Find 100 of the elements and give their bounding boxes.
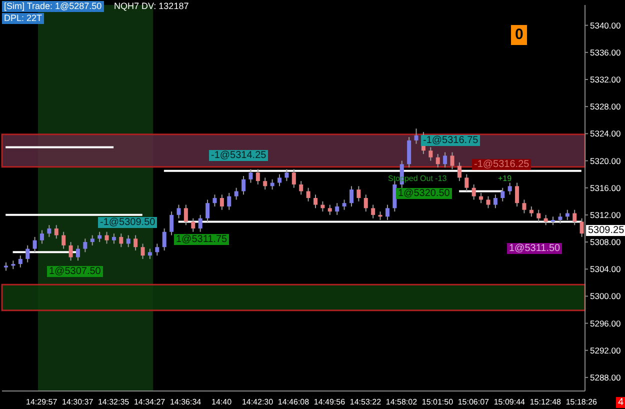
candlestick	[263, 177, 268, 190]
candlestick	[508, 182, 512, 196]
candlestick	[47, 224, 52, 238]
candlestick	[162, 228, 166, 251]
y-tick-label: 5324.00	[590, 128, 621, 139]
x-tick-label: 14:30:37	[62, 398, 94, 407]
candlestick	[580, 218, 584, 238]
candlestick	[515, 182, 520, 207]
candlestick	[256, 168, 260, 185]
y-tick-label: 5308.00	[590, 237, 621, 248]
candlestick	[212, 194, 217, 207]
candlestick	[68, 242, 73, 262]
y-tick-label: 5300.00	[590, 291, 621, 302]
candlestick	[306, 187, 310, 202]
candlestick	[206, 199, 210, 222]
candlestick	[76, 244, 80, 262]
candlestick	[32, 236, 37, 253]
y-tick-label: 5316.00	[590, 182, 621, 193]
candlestick	[385, 204, 390, 221]
x-tick-label: 14:40	[212, 398, 232, 407]
candlestick	[126, 234, 130, 248]
candlestick	[436, 153, 440, 168]
x-tick-label: 15:12:48	[530, 398, 562, 407]
candlestick	[26, 244, 30, 263]
y-tick-label: 5288.00	[590, 372, 621, 382]
x-tick-label: 14:36:34	[170, 398, 202, 407]
x-tick-label: 14:29:57	[26, 398, 58, 407]
annotation: NQH7 DV: 132187	[113, 1, 190, 12]
candlestick	[18, 255, 22, 268]
candlestick	[371, 204, 376, 219]
candlestick	[558, 212, 562, 224]
annotation: -1@5316.25	[472, 159, 532, 170]
candlestick	[62, 231, 66, 250]
candlestick	[191, 218, 196, 232]
candlestick	[457, 162, 462, 182]
candlestick	[83, 238, 88, 253]
y-tick-label: 5296.00	[590, 318, 621, 328]
candlestick	[278, 174, 282, 187]
candlestick	[342, 199, 346, 210]
annotation: +19	[497, 173, 513, 184]
annotation: -1@5316.75	[421, 135, 480, 146]
annotation: -1@5314.25	[209, 150, 268, 161]
candlestick	[572, 209, 577, 226]
candlestick	[170, 211, 174, 236]
candlestick	[472, 184, 476, 200]
candlestick	[335, 202, 340, 216]
candlestick	[428, 146, 433, 162]
candlestick	[98, 231, 102, 243]
y-tick-label: 5304.00	[590, 264, 621, 274]
y-tick-label: 5328.00	[590, 102, 621, 112]
candlestick	[184, 204, 188, 226]
candlestick	[356, 186, 361, 202]
x-tick-label: 15:01:50	[422, 398, 454, 407]
candlestick	[313, 194, 318, 209]
candlestick	[486, 196, 490, 209]
candlestick	[104, 231, 109, 244]
x-tick-label: 14:58:02	[386, 398, 418, 407]
annotation: 1@5311.50	[507, 243, 562, 254]
candlestick	[407, 136, 412, 168]
annotation: [Sim] Trade: 1@5287.50	[2, 1, 104, 12]
candlestick	[54, 224, 58, 240]
candlestick	[349, 186, 354, 207]
candlestick	[522, 199, 526, 214]
candlestick	[242, 175, 246, 196]
annotation: 1@5320.50	[396, 188, 452, 199]
x-tick-label: 14:46:08	[278, 398, 310, 407]
candlestick	[248, 168, 253, 184]
y-tick-label: 5292.00	[590, 345, 621, 356]
x-tick-label: 14:53:22	[350, 398, 382, 407]
x-tick-label: 14:49:56	[314, 398, 346, 407]
candlestick	[140, 243, 145, 260]
candlestick	[464, 174, 469, 192]
candlestick	[443, 152, 448, 168]
candlestick	[299, 180, 304, 196]
x-tick-label: 15:06:07	[458, 398, 490, 407]
candlestick	[90, 234, 94, 246]
x-tick-label: 14:34:27	[134, 398, 166, 407]
candlestick	[198, 214, 202, 232]
text: 5309.25	[586, 225, 625, 236]
candlestick	[234, 187, 238, 200]
annotation: -1@5309.50	[98, 217, 158, 228]
candlestick	[220, 194, 224, 210]
x-tick-label: 14:32:35	[98, 398, 130, 407]
x-tick-label: 15:18:26	[566, 398, 598, 407]
annotation: DPL: 22T	[2, 13, 44, 24]
candlestick	[565, 209, 570, 221]
annotation: 1@5307.50	[47, 266, 103, 277]
y-tick-label: 5336.00	[590, 47, 621, 58]
candlestick	[292, 168, 296, 188]
candlestick	[155, 243, 160, 256]
candlestick	[119, 233, 124, 248]
text: 4	[616, 397, 625, 408]
candlestick	[40, 230, 44, 244]
x-tick-label: 15:09:44	[494, 398, 526, 407]
y-tick-label: 5312.00	[590, 210, 621, 220]
candlestick	[328, 204, 332, 216]
candlestick	[284, 168, 289, 182]
y-tick-label: 5340.00	[590, 20, 621, 30]
annotation: 0	[511, 25, 528, 45]
candlestick	[500, 187, 505, 202]
